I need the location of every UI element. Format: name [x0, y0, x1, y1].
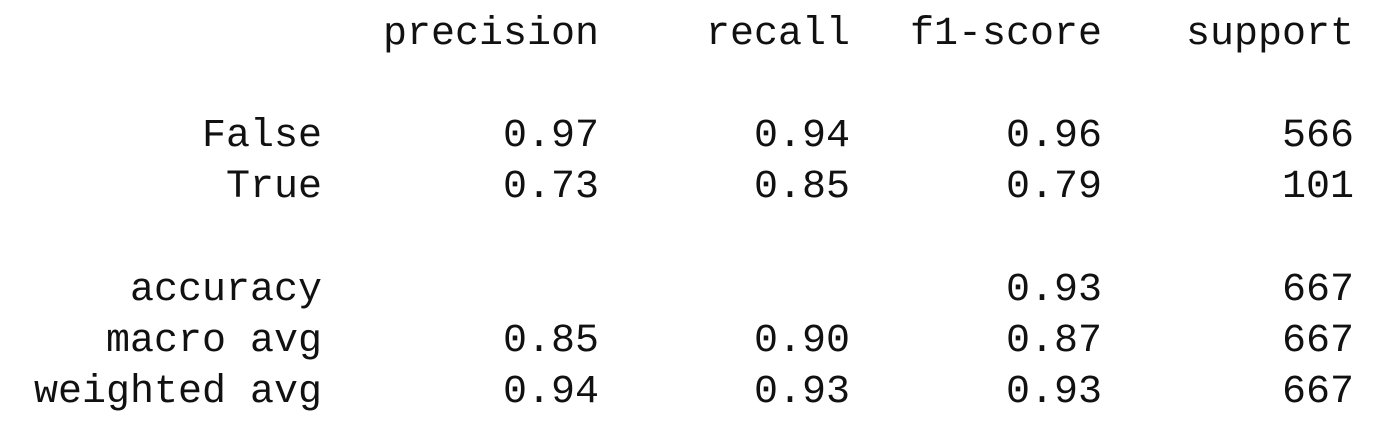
support-value: 566	[1281, 114, 1354, 159]
recall-value: 0.93	[753, 370, 850, 415]
support-value: 667	[1281, 370, 1354, 415]
row-label: False	[201, 114, 322, 159]
header-row: precision recall f1-score support	[0, 10, 1376, 60]
row-label: macro avg	[105, 319, 322, 364]
table-row: macro avg 0.85 0.90 0.87 667	[0, 317, 1376, 367]
table-row: True 0.73 0.85 0.79 101	[0, 163, 1376, 213]
precision-value: 0.85	[502, 319, 599, 364]
table-row: accuracy 0.93 667	[0, 266, 1376, 316]
recall-value: 0.94	[753, 114, 850, 159]
f1-score-value: 0.93	[1005, 268, 1102, 313]
header-precision: precision	[382, 12, 599, 57]
f1-score-value: 0.93	[1005, 370, 1102, 415]
recall-value	[610, 266, 850, 316]
precision-value	[359, 266, 599, 316]
table-row: False 0.97 0.94 0.96 566	[0, 112, 1376, 162]
row-label: weighted avg	[33, 370, 322, 415]
f1-score-value: 0.79	[1005, 165, 1102, 210]
recall-value: 0.85	[753, 165, 850, 210]
f1-score-value: 0.87	[1005, 319, 1102, 364]
support-value: 667	[1281, 268, 1354, 313]
header-recall: recall	[705, 12, 850, 57]
row-label: accuracy	[129, 268, 322, 313]
precision-value: 0.73	[502, 165, 599, 210]
precision-value: 0.94	[502, 370, 599, 415]
f1-score-value: 0.96	[1005, 114, 1102, 159]
precision-value: 0.97	[502, 114, 599, 159]
header-f1-score: f1-score	[909, 12, 1102, 57]
recall-value: 0.90	[753, 319, 850, 364]
row-label: True	[225, 165, 322, 210]
support-value: 101	[1281, 165, 1354, 210]
table-row: weighted avg 0.94 0.93 0.93 667	[0, 368, 1376, 418]
header-support: support	[1185, 12, 1354, 57]
support-value: 667	[1281, 319, 1354, 364]
